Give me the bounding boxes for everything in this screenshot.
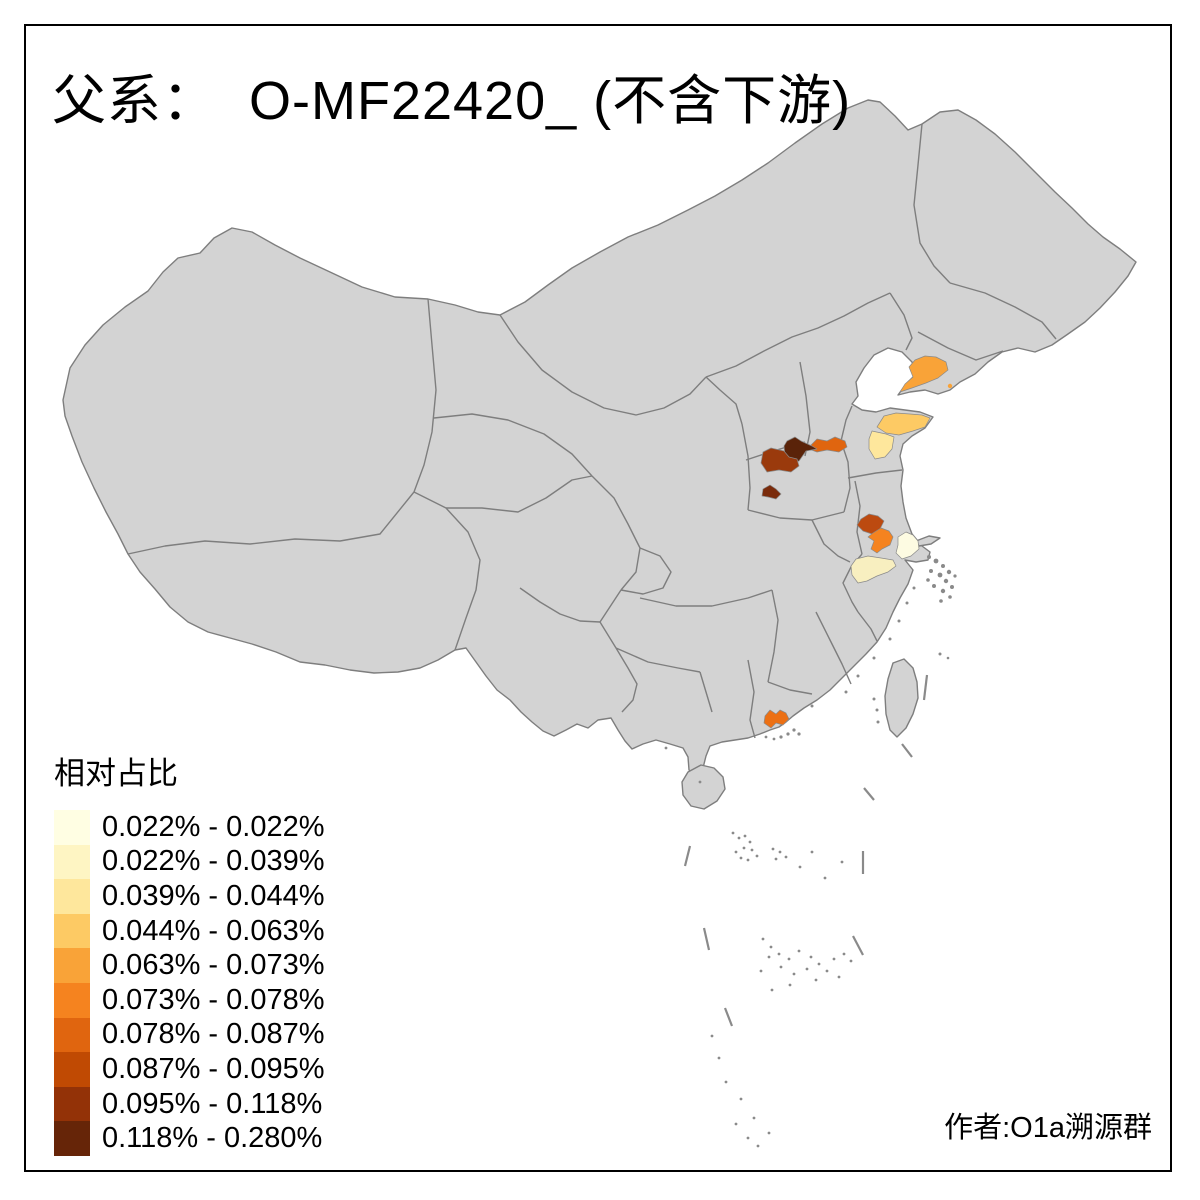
taiwan-island: [884, 658, 919, 738]
legend-label: 0.087% - 0.095%: [102, 1052, 325, 1085]
legend-entry: 0.087% - 0.095%: [54, 1052, 324, 1087]
legend-swatch: [54, 1121, 90, 1156]
region-zhejiang-north-paleyellow: [850, 555, 897, 584]
legend-swatch: [54, 1017, 90, 1053]
legend-label: 0.022% - 0.022%: [102, 810, 325, 843]
region-shandong-east-pale: [868, 430, 895, 460]
choropleth-regions: [760, 355, 953, 729]
nine-dash-line: [683, 674, 929, 1027]
china-mainland: [62, 99, 1137, 777]
region-guangdong-pearl-delta: [763, 709, 790, 729]
region-shanghai-west-cream: [895, 531, 920, 560]
region-jiangsu-south-orange: [867, 527, 894, 554]
region-henan-south-small: [761, 484, 782, 500]
legend-entry: 0.095% - 0.118%: [54, 1086, 324, 1122]
legend-label: 0.039% - 0.044%: [102, 879, 325, 912]
legend-swatch: [54, 948, 90, 983]
attribution: 作者:O1a溯源群: [944, 1112, 1152, 1144]
legend-entry: 0.022% - 0.022%: [54, 810, 324, 845]
figure-frame: [24, 24, 1172, 1172]
region-henan-east-orange: [808, 436, 848, 453]
legend-label: 0.044% - 0.063%: [102, 914, 325, 947]
legend-entry: 0.078% - 0.087%: [54, 1017, 325, 1053]
legend-entry: 0.022% - 0.039%: [54, 844, 325, 880]
legend-swatch: [54, 844, 90, 880]
hainan-island: [681, 764, 726, 810]
island-dots: [664, 555, 957, 1148]
legend-entries: 0.022% - 0.022% 0.022% - 0.039% 0.039% - 0…: [54, 810, 324, 1156]
legend-label: 0.118% - 0.280%: [102, 1122, 323, 1155]
legend-label: 0.022% - 0.039%: [102, 845, 325, 878]
legend-swatch: [54, 879, 90, 914]
legend-title: 相对占比: [54, 756, 178, 791]
legend-entry: 0.063% - 0.073%: [54, 948, 324, 983]
legend-swatch: [54, 810, 90, 845]
figure-title: 父系： O-MF22420_ (不含下游): [52, 71, 852, 131]
legend-entry: 0.073% - 0.078%: [54, 982, 325, 1018]
legend-entry: 0.044% - 0.063%: [54, 913, 325, 949]
region-henan-west-brown: [760, 447, 800, 473]
legend-swatch: [54, 1086, 90, 1122]
legend: 相对占比 0.022% - 0.022% 0.022% - 0.039% 0.039…: [54, 748, 324, 1156]
legend-label: 0.063% - 0.073%: [102, 949, 325, 982]
legend-swatch: [54, 982, 90, 1018]
legend-entry: 0.118% - 0.280%: [54, 1121, 324, 1156]
legend-label: 0.073% - 0.078%: [102, 983, 325, 1016]
region-shandong-northeast: [876, 412, 931, 436]
legend-swatch: [54, 913, 90, 949]
legend-label: 0.078% - 0.087%: [102, 1018, 325, 1051]
province-borders: [127, 123, 1057, 739]
legend-entry: 0.039% - 0.044%: [54, 879, 324, 914]
region-liaodong-islet: [947, 383, 953, 389]
legend-label: 0.095% - 0.118%: [102, 1087, 323, 1120]
legend-swatch: [54, 1052, 90, 1087]
region-liaodong-peninsula: [899, 355, 949, 393]
